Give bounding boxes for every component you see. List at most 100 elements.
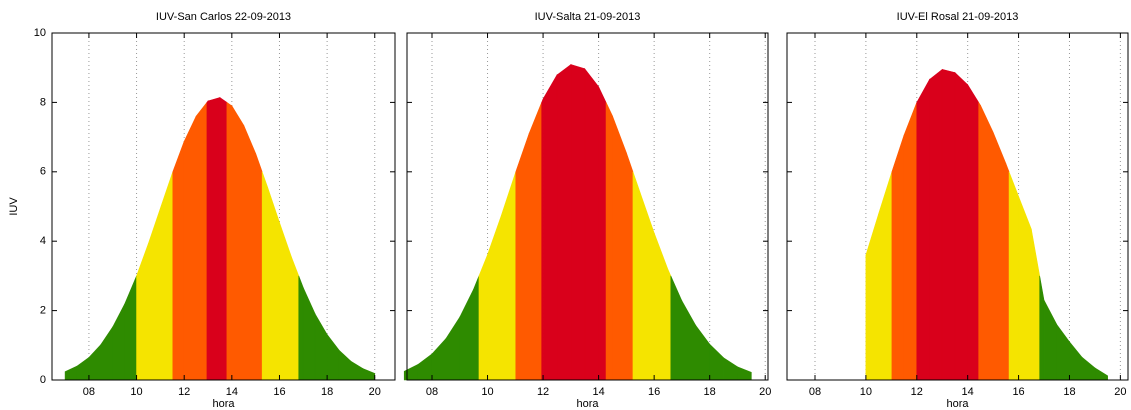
y-tick-label: 2 (40, 305, 46, 317)
x-tick-label: 10 (481, 386, 493, 398)
area-segment (929, 68, 943, 381)
area-segment (891, 134, 905, 381)
area-segment (445, 316, 461, 381)
x-tick-label: 18 (321, 386, 333, 398)
area-segment (160, 173, 173, 381)
area-segment (1094, 367, 1108, 381)
area-segment (598, 86, 607, 381)
x-tick-label: 08 (83, 386, 95, 398)
area-segment (350, 360, 364, 381)
area-segment (681, 299, 697, 381)
area-segment (219, 96, 228, 381)
chart-title: IUV-El Rosal 21-09-2013 (897, 11, 1019, 23)
area-segment (314, 312, 328, 381)
area-segment (1056, 323, 1070, 381)
area-segment (941, 69, 956, 381)
area-segment (298, 275, 304, 381)
area-segment (100, 325, 114, 381)
area-segment (653, 232, 669, 381)
area-segment (737, 366, 752, 381)
x-tick-label: 18 (1063, 386, 1075, 398)
x-tick-label: 16 (273, 386, 285, 398)
chart-title: IUV-San Carlos 22-09-2013 (156, 11, 291, 23)
area-segment (183, 116, 197, 381)
x-axis-label: hora (576, 398, 599, 410)
area-segment (916, 78, 930, 381)
plot-frame (786, 32, 1129, 381)
area-segment (878, 173, 892, 381)
area-segment (172, 141, 185, 381)
area-segment (279, 222, 292, 381)
area-segment (148, 208, 161, 381)
area-segment (584, 67, 599, 381)
area-segment (723, 357, 738, 381)
area-segment (528, 102, 542, 381)
area-segment (667, 269, 672, 381)
x-tick-label: 08 (809, 386, 821, 398)
area-segment (1005, 163, 1010, 381)
area-segment (709, 343, 724, 381)
area-segment (459, 288, 474, 381)
x-tick-label: 20 (369, 386, 381, 398)
area-segment (403, 363, 419, 381)
area-segment (605, 102, 613, 381)
area-segment (338, 349, 352, 381)
area-segment (362, 368, 376, 381)
area-segment (626, 152, 634, 381)
area-segment (64, 365, 78, 381)
y-tick-label: 0 (40, 374, 46, 386)
x-tick-label: 12 (911, 386, 923, 398)
area-segment (1039, 275, 1045, 381)
plot-frame (51, 32, 396, 381)
area-segment (570, 64, 586, 381)
plot-frame (406, 32, 769, 381)
x-tick-label: 20 (759, 386, 771, 398)
area-segment (1018, 196, 1032, 381)
area-segment (302, 287, 316, 381)
area-segment (255, 153, 263, 381)
y-tick-label: 6 (40, 166, 46, 178)
area-segment (231, 104, 245, 381)
area-segment (478, 254, 488, 381)
x-tick-label: 14 (592, 386, 604, 398)
area-segment (992, 132, 1007, 381)
area-segment (695, 324, 710, 381)
area-segment (980, 105, 994, 381)
area-segment (1043, 300, 1058, 381)
area-segment (88, 343, 102, 381)
area-segment (291, 256, 300, 381)
area-segment (112, 303, 125, 381)
x-tick-label: 10 (860, 386, 872, 398)
area-segment (967, 83, 979, 381)
area-segment (954, 71, 968, 381)
area-segment (417, 353, 433, 381)
area-segment (136, 243, 149, 381)
area-segment (632, 171, 641, 381)
area-segment (243, 125, 256, 381)
area-segment (431, 337, 447, 381)
area-segment (515, 133, 530, 381)
area-segment (267, 186, 280, 381)
area-segment (1030, 229, 1040, 381)
y-tick-label: 10 (34, 27, 46, 39)
area-segment (542, 73, 558, 381)
y-tick-label: 4 (40, 235, 46, 247)
x-tick-label: 08 (426, 386, 438, 398)
area-segment (195, 101, 208, 381)
x-tick-label: 18 (704, 386, 716, 398)
x-tick-label: 14 (962, 386, 974, 398)
x-tick-label: 20 (1114, 386, 1126, 398)
area-segment (639, 192, 655, 381)
chart-title: IUV-Salta 21-09-2013 (535, 11, 641, 23)
x-tick-label: 12 (178, 386, 190, 398)
area-segment (226, 101, 233, 381)
area-segment (903, 102, 918, 381)
area-segment (124, 275, 137, 381)
area-segment (556, 63, 572, 381)
x-tick-label: 12 (537, 386, 549, 398)
area-segment (76, 356, 90, 381)
y-tick-label: 8 (40, 96, 46, 108)
x-tick-label: 14 (226, 386, 238, 398)
area-segment (1069, 340, 1083, 381)
